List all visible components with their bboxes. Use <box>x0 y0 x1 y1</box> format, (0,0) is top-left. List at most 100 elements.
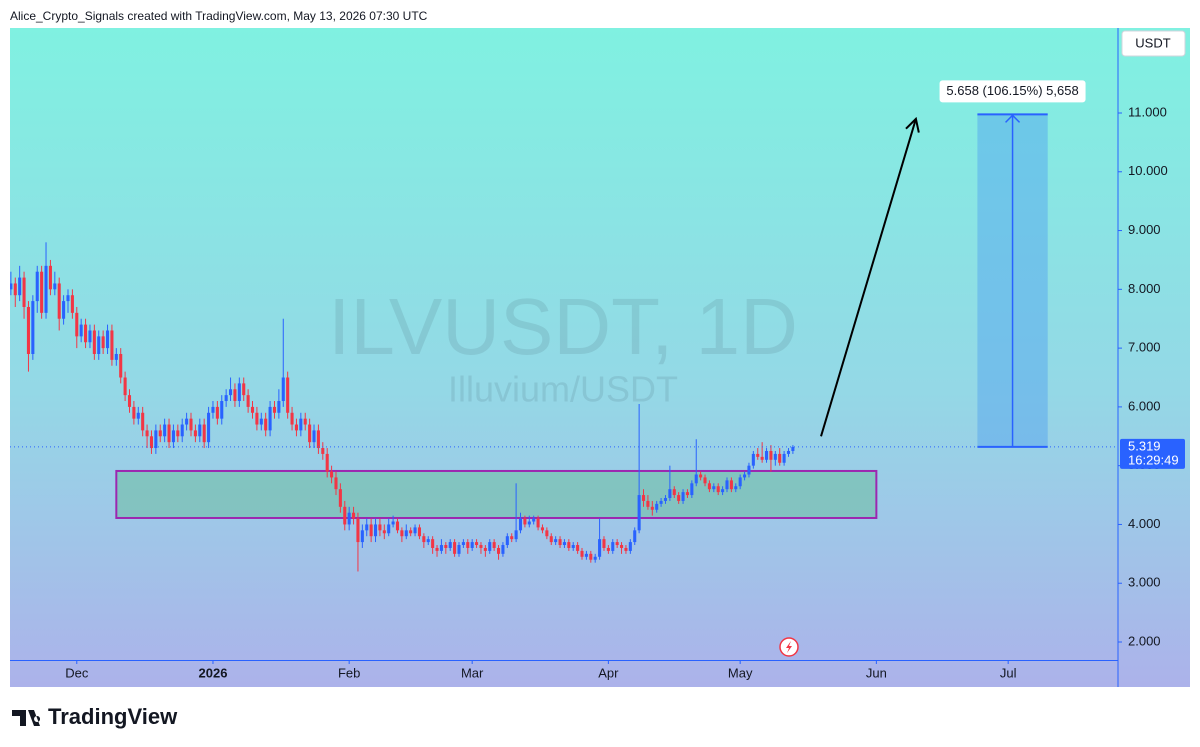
chart-background <box>10 28 1190 687</box>
y-tick-label: 6.000 <box>1128 398 1161 413</box>
alert-bolt[interactable] <box>786 641 792 653</box>
y-tick-label: 11.000 <box>1128 104 1167 119</box>
y-tick-label: 8.000 <box>1128 281 1161 296</box>
candle-body <box>44 265 48 313</box>
candle-body <box>576 545 580 551</box>
candle-body <box>716 486 720 493</box>
candle-body <box>444 545 448 548</box>
candle-body <box>435 547 439 551</box>
x-tick-label: 2026 <box>199 665 228 680</box>
candle-body <box>764 450 769 460</box>
candle-body <box>189 418 193 431</box>
candle-body <box>136 412 140 419</box>
candle-body <box>308 424 312 443</box>
candle-body <box>492 542 496 548</box>
candle-body <box>127 395 132 407</box>
candle-body <box>589 553 593 560</box>
candle-body <box>202 424 206 443</box>
logo-text: TradingView <box>48 704 178 729</box>
candle-body <box>773 453 777 460</box>
candle-body <box>312 430 316 443</box>
candle-body <box>391 521 395 525</box>
candle-body <box>229 389 233 396</box>
candle-body <box>514 530 518 540</box>
candle-body <box>378 524 382 531</box>
projection-arrow <box>820 118 917 437</box>
candle-body <box>163 424 167 437</box>
candle-body <box>646 500 650 507</box>
candle-body <box>48 265 52 290</box>
candle-body <box>343 506 347 525</box>
candle-body <box>540 527 545 531</box>
candle-body <box>382 530 386 534</box>
candle-body <box>448 542 452 548</box>
currency-box[interactable] <box>1121 30 1186 57</box>
candle-body <box>281 377 285 402</box>
candle-body <box>316 430 320 449</box>
candle-body <box>756 453 760 457</box>
candle-body <box>79 324 83 337</box>
alert-icon[interactable] <box>779 637 799 657</box>
candle-body <box>668 489 672 499</box>
y-tick-label: 2.000 <box>1128 633 1161 648</box>
candle-body <box>259 418 263 425</box>
candle-body <box>747 465 751 475</box>
candle-body <box>769 450 773 460</box>
candle-body <box>171 430 175 443</box>
candle-body <box>404 530 408 537</box>
currency-label[interactable]: USDT <box>1135 35 1170 50</box>
candle-body <box>655 503 659 510</box>
candle-body <box>571 545 575 548</box>
candle-body <box>57 283 61 319</box>
support-zone <box>115 469 878 519</box>
candle-body <box>483 547 487 551</box>
candle-body <box>88 330 92 343</box>
candle-body <box>26 306 30 354</box>
candle-body <box>53 283 57 290</box>
candle-body <box>624 547 628 551</box>
candle-body <box>527 521 531 525</box>
candle-body <box>13 283 17 296</box>
candle-body <box>22 277 26 307</box>
candle-body <box>466 542 470 548</box>
logo-mark <box>12 710 41 726</box>
candle-body <box>264 418 268 431</box>
watermark-symbol: ILVUSDT, 1D <box>328 282 798 371</box>
x-tick-label: Dec <box>65 665 89 680</box>
candle-body <box>615 542 619 546</box>
watermark-name: Illuvium/USDT <box>448 369 678 410</box>
candle-body <box>70 295 74 313</box>
candle-body <box>663 498 668 501</box>
candle-body <box>360 530 364 543</box>
candle-body <box>215 406 219 419</box>
candle-body <box>242 383 246 396</box>
y-tick-label: 9.000 <box>1128 222 1161 237</box>
y-tick-label: 7.000 <box>1128 340 1161 355</box>
candle-body <box>584 553 588 557</box>
candle-body <box>290 412 294 425</box>
candle-body <box>119 353 123 378</box>
candle-body <box>75 312 79 337</box>
x-tick-label: Jun <box>866 665 887 680</box>
candle-body <box>422 536 426 543</box>
candle-body <box>154 430 158 449</box>
candle-body <box>536 518 540 528</box>
candle-body <box>549 536 553 543</box>
candle-body <box>677 495 681 501</box>
price-tag-value: 5.319 <box>1128 438 1161 453</box>
candle-body <box>650 506 654 510</box>
candle-body <box>760 456 764 460</box>
candle-body <box>268 406 272 431</box>
y-tick-label: 3.000 <box>1128 575 1161 590</box>
candle-body <box>554 539 558 543</box>
candle-body <box>40 271 44 313</box>
candle-body <box>10 283 13 290</box>
candle-body <box>250 406 255 413</box>
candle-body <box>694 474 698 484</box>
candle-body <box>158 430 162 437</box>
candle-body <box>220 401 224 419</box>
candle-body <box>246 395 250 407</box>
candle-body <box>461 542 465 546</box>
plot-area <box>10 113 1118 572</box>
candle-body <box>699 474 703 478</box>
